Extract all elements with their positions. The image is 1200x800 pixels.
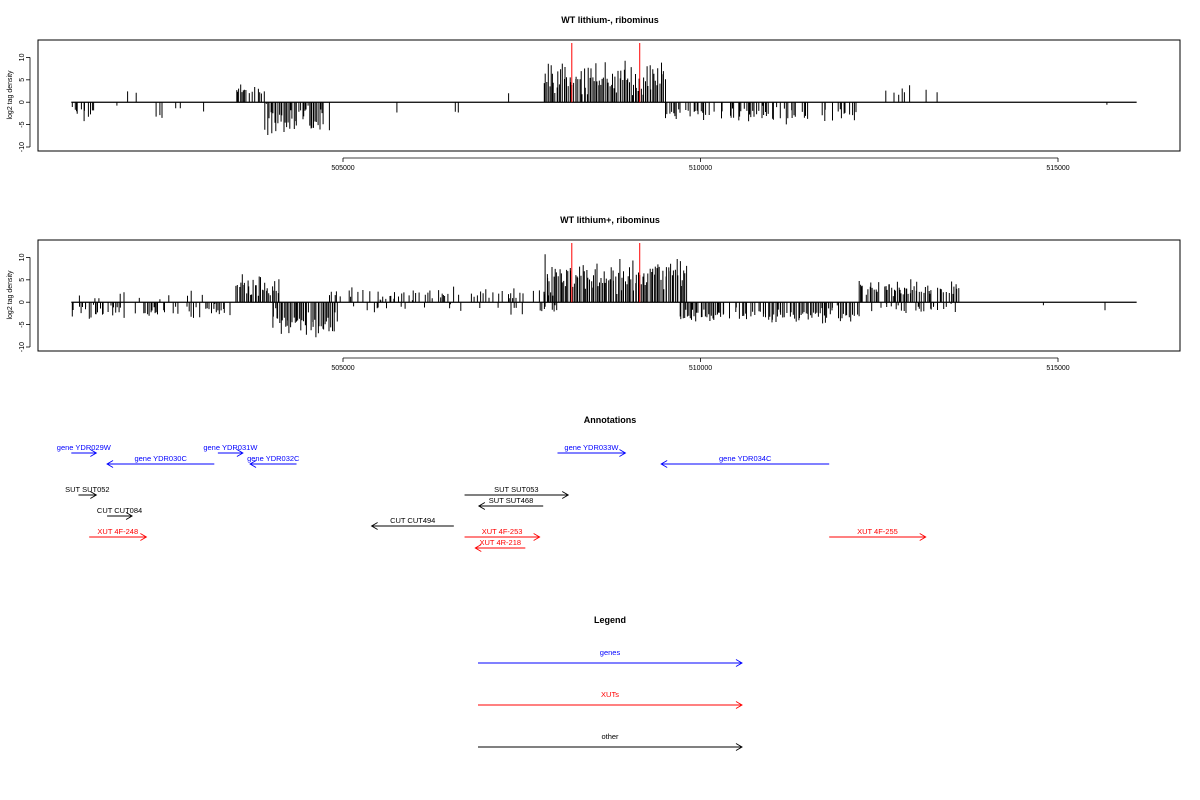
arrowhead bbox=[90, 491, 98, 499]
arrowhead bbox=[140, 533, 148, 541]
feature-annotation: CUT CUT494 bbox=[370, 516, 454, 530]
feature-label: SUT SUT052 bbox=[65, 485, 109, 494]
x-tick-label: 510000 bbox=[689, 365, 712, 372]
arrowhead bbox=[125, 512, 133, 520]
y-axis: 10 5 0 -5 -10 bbox=[19, 53, 31, 152]
density-bar-series bbox=[71, 60, 1108, 135]
y-tick-label: 5 bbox=[19, 78, 26, 82]
legend-item: other bbox=[478, 732, 743, 751]
density-bar-series bbox=[71, 254, 1106, 338]
y-axis: 10 5 0 -5 -10 bbox=[19, 253, 31, 352]
arrowhead bbox=[370, 522, 378, 530]
feature-label: XUT 4F-248 bbox=[97, 527, 138, 536]
feature-label: gene YDR034C bbox=[719, 454, 772, 463]
feature-annotation: XUT 4F-248 bbox=[89, 527, 148, 541]
feature-annotation: gene YDR033W bbox=[557, 443, 627, 457]
feature-annotation: gene YDR034C bbox=[660, 454, 830, 468]
arrowhead bbox=[474, 544, 482, 552]
track-panel-lithium-minus: WT lithium-, ribominus log2 tag density … bbox=[7, 15, 1181, 172]
feature-label: SUT SUT468 bbox=[489, 496, 533, 505]
feature-annotation: gene YDR032C bbox=[247, 454, 300, 468]
feature-annotation: XUT 4R-218 bbox=[474, 538, 526, 552]
y-tick-label: 10 bbox=[19, 53, 26, 61]
feature-label: gene YDR030C bbox=[134, 454, 187, 463]
y-tick-label: -5 bbox=[19, 121, 26, 127]
feature-label: gene YDR032C bbox=[247, 454, 300, 463]
legend-label: genes bbox=[600, 648, 621, 657]
x-axis: 505000 510000 515000 bbox=[331, 157, 1070, 172]
y-tick-label: 0 bbox=[19, 100, 26, 104]
feature-label: SUT SUT053 bbox=[494, 485, 538, 494]
x-tick-label: 515000 bbox=[1046, 365, 1069, 372]
legend-arrowhead bbox=[735, 659, 743, 667]
y-tick-label: 0 bbox=[19, 300, 26, 304]
y-tick-label: 10 bbox=[19, 253, 26, 261]
legend-label: other bbox=[601, 732, 619, 741]
legend-label: XUTs bbox=[601, 690, 619, 699]
feature-annotation: SUT SUT468 bbox=[477, 496, 544, 510]
density-bars bbox=[71, 60, 1137, 135]
feature-annotation: SUT SUT053 bbox=[464, 485, 570, 499]
arrowhead bbox=[619, 449, 627, 457]
y-tick-label: -5 bbox=[19, 321, 26, 327]
feature-label: XUT 4R-218 bbox=[480, 538, 522, 547]
feature-label: CUT CUT084 bbox=[97, 506, 142, 515]
arrowhead bbox=[90, 449, 98, 457]
feature-annotation: CUT CUT084 bbox=[97, 506, 142, 520]
y-tick-label: -10 bbox=[19, 142, 26, 152]
x-tick-label: 510000 bbox=[689, 165, 712, 172]
legend-items: genes XUTs other bbox=[478, 648, 743, 751]
arrowhead bbox=[236, 449, 244, 457]
feature-label: gene YDR033W bbox=[564, 443, 619, 452]
arrowhead bbox=[106, 460, 114, 468]
y-tick-label: -10 bbox=[19, 342, 26, 352]
annotations-title: Annotations bbox=[584, 415, 637, 425]
feature-label: CUT CUT494 bbox=[390, 516, 435, 525]
marker-lines bbox=[571, 243, 641, 303]
feature-annotation: XUT 4F-255 bbox=[829, 527, 927, 541]
feature-arrows: gene YDR029W gene YDR030C gene YDR031W gene… bbox=[57, 443, 927, 552]
feature-label: gene YDR031W bbox=[203, 443, 258, 452]
x-tick-label: 505000 bbox=[331, 365, 354, 372]
arrowhead bbox=[477, 502, 486, 510]
plot-frame bbox=[37, 239, 1181, 352]
feature-annotation: gene YDR030C bbox=[106, 454, 215, 468]
arrowhead bbox=[249, 460, 257, 468]
arrowhead bbox=[533, 533, 541, 541]
marker-lines bbox=[571, 43, 641, 103]
arrowhead bbox=[919, 533, 927, 541]
feature-label: gene YDR029W bbox=[57, 443, 112, 452]
x-tick-label: 515000 bbox=[1046, 165, 1069, 172]
x-tick-label: 505000 bbox=[331, 165, 354, 172]
feature-label: XUT 4F-255 bbox=[857, 527, 898, 536]
y-tick-label: 5 bbox=[19, 278, 26, 282]
x-axis: 505000 510000 515000 bbox=[331, 357, 1070, 372]
legend-title: Legend bbox=[594, 615, 626, 625]
legend-arrowhead bbox=[735, 701, 743, 709]
arrowhead bbox=[561, 491, 570, 499]
legend: Legend genes XUTs other bbox=[478, 615, 743, 751]
arrowhead bbox=[660, 460, 668, 468]
legend-item: XUTs bbox=[478, 690, 743, 709]
feature-annotation: gene YDR031W bbox=[203, 443, 258, 457]
plot-frame bbox=[37, 39, 1181, 152]
y-axis-label: log2 tag density bbox=[7, 70, 14, 120]
legend-item: genes bbox=[478, 648, 743, 667]
feature-annotation: gene YDR029W bbox=[57, 443, 112, 457]
track-title: WT lithium-, ribominus bbox=[561, 15, 659, 25]
y-axis-label: log2 tag density bbox=[7, 270, 14, 320]
feature-annotation: SUT SUT052 bbox=[65, 485, 110, 499]
feature-annotation: XUT 4F-253 bbox=[464, 527, 541, 541]
density-bars bbox=[71, 254, 1137, 338]
feature-label: XUT 4F-253 bbox=[482, 527, 523, 536]
track-title: WT lithium+, ribominus bbox=[560, 215, 660, 225]
track-panel-lithium-plus: WT lithium+, ribominus log2 tag density … bbox=[7, 215, 1181, 372]
legend-arrowhead bbox=[735, 743, 743, 751]
